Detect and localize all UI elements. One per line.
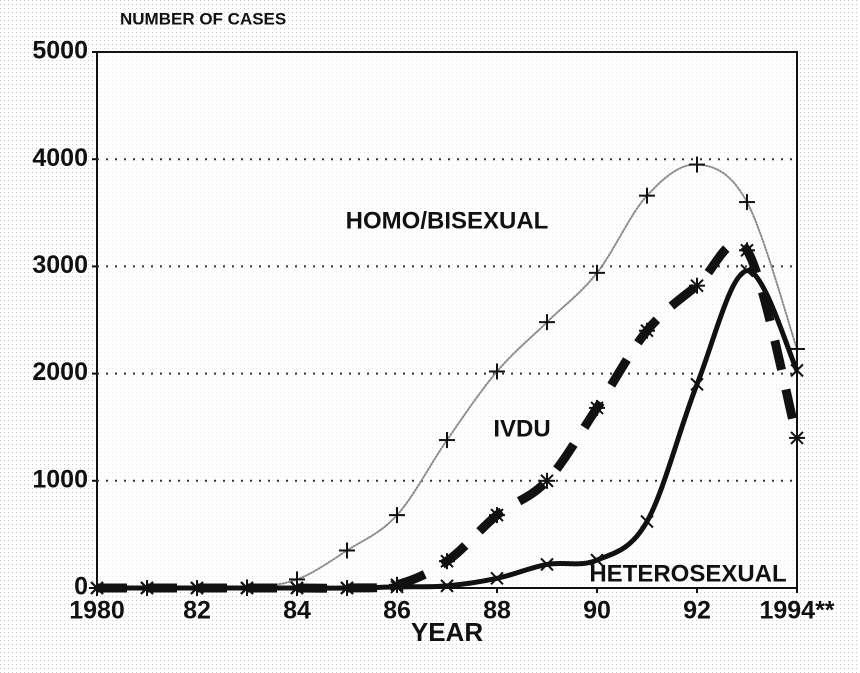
marker-stroke [690, 278, 704, 293]
y-axis-title: NUMBER OF CASES [120, 9, 286, 28]
marker-stroke [290, 581, 304, 595]
marker-stroke [640, 514, 654, 529]
plot-frame [96, 51, 798, 589]
marker-stroke [740, 243, 754, 258]
marker-stroke [790, 431, 804, 445]
marker [90, 581, 104, 595]
marker [339, 542, 355, 559]
marker [689, 156, 705, 173]
marker [689, 277, 705, 294]
marker-stroke [540, 474, 554, 488]
series-line [96, 268, 800, 591]
x-tick-label: 92 [683, 597, 711, 625]
series-label: IVDU [493, 415, 550, 442]
x-tick-label: 1980 [69, 597, 125, 625]
marker [590, 553, 604, 567]
y-tick-label: 0 [74, 573, 88, 601]
x-tick-label: 86 [383, 597, 411, 625]
x-tick-label: 88 [483, 597, 511, 625]
marker [790, 363, 804, 378]
y-tick-label: 3000 [32, 251, 88, 279]
marker [140, 581, 154, 595]
marker [539, 472, 555, 489]
marker-stroke [740, 263, 754, 278]
marker [190, 581, 204, 595]
marker [390, 580, 404, 594]
marker-stroke [240, 581, 254, 595]
marker-stroke [190, 581, 204, 595]
marker [789, 429, 805, 446]
marker-stroke [390, 580, 404, 594]
marker-stroke [90, 581, 104, 595]
marker [739, 194, 755, 211]
marker [489, 363, 505, 380]
marker [240, 581, 254, 595]
marker-stroke [140, 581, 154, 595]
series-label: HETEROSEXUAL [589, 560, 786, 587]
marker [589, 264, 605, 281]
marker-stroke [640, 324, 654, 338]
marker [439, 553, 455, 570]
series-line [96, 238, 802, 593]
marker-stroke [540, 557, 554, 572]
marker [440, 579, 454, 593]
marker [639, 322, 655, 339]
marker-stroke [590, 401, 604, 415]
marker [539, 314, 555, 331]
y-tick-label: 5000 [32, 37, 88, 65]
marker [490, 571, 504, 586]
x-tick-label: 82 [183, 597, 211, 625]
marker-stroke [490, 571, 504, 586]
y-tick-label: 1000 [32, 465, 88, 493]
marker [389, 507, 405, 524]
marker [290, 581, 304, 595]
x-axis-title: YEAR [411, 617, 483, 647]
marker [489, 507, 505, 524]
x-tick-label: 90 [583, 597, 611, 625]
marker-stroke [440, 579, 454, 593]
marker-stroke [340, 581, 354, 595]
x-tick-label: 84 [283, 597, 311, 625]
marker [740, 263, 754, 278]
marker-stroke [590, 553, 604, 567]
marker [739, 242, 755, 259]
marker [439, 432, 455, 449]
marker [789, 340, 805, 357]
marker [690, 377, 704, 392]
marker [639, 187, 655, 204]
marker [640, 514, 654, 529]
x-tick-label: 1994** [759, 597, 834, 625]
series-label: HOMO/BISEXUAL [346, 207, 549, 234]
y-tick-label: 2000 [32, 358, 88, 386]
marker [589, 399, 605, 416]
y-tick-label: 4000 [32, 144, 88, 172]
marker [340, 581, 354, 595]
marker-stroke [690, 377, 704, 392]
marker-stroke [440, 554, 454, 568]
marker [540, 557, 554, 572]
marker-stroke [790, 363, 804, 378]
marker-stroke [490, 508, 504, 522]
